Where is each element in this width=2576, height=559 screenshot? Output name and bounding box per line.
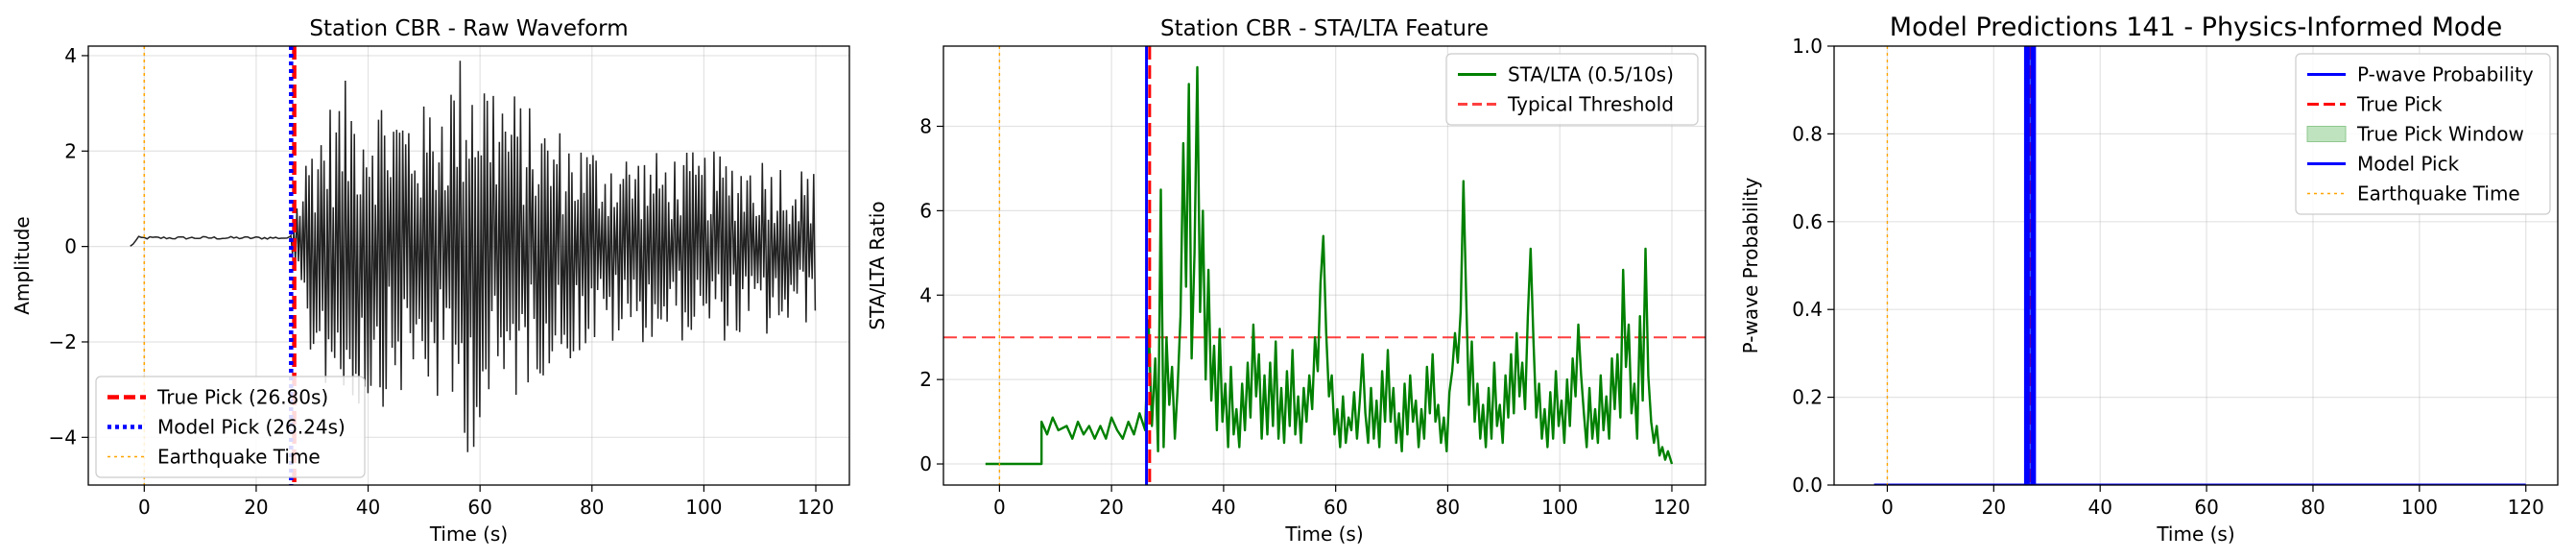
x-tick-label: 0 bbox=[138, 496, 151, 519]
legend: True Pick (26.80s) Model Pick (26.24s) Ear… bbox=[95, 376, 366, 478]
x-tick-label: 60 bbox=[467, 496, 491, 519]
y-tick-label: 0.4 bbox=[1792, 298, 1823, 321]
legend-label: True Pick Window bbox=[2356, 123, 2524, 146]
legend-label: Earthquake Time bbox=[2357, 182, 2520, 206]
y-tick-label: 1.0 bbox=[1792, 35, 1823, 58]
plot-area bbox=[1873, 46, 2526, 485]
x-tick-label: 20 bbox=[1099, 496, 1123, 519]
y-tick-label: 4 bbox=[919, 283, 932, 306]
axes-frame bbox=[1833, 45, 2559, 486]
legend-label: Model Pick bbox=[2357, 153, 2460, 176]
legend-label: P-wave Probability bbox=[2357, 63, 2534, 86]
x-tick-label: 20 bbox=[1982, 496, 2006, 519]
legend-label: Typical Threshold bbox=[1507, 93, 1674, 116]
x-tick-label: 40 bbox=[2087, 496, 2111, 519]
x-tick-label: 120 bbox=[798, 496, 834, 519]
y-tick-label: 0 bbox=[919, 452, 932, 475]
y-tick-label: 4 bbox=[64, 44, 77, 67]
x-tick-label: 80 bbox=[580, 496, 604, 519]
x-tick-label: 100 bbox=[2401, 496, 2438, 519]
chart-title: Station CBR - STA/LTA Feature bbox=[1160, 16, 1489, 41]
x-axis-label: Time (s) bbox=[429, 523, 508, 546]
legend-label: Model Pick (26.24s) bbox=[157, 416, 346, 439]
axes-frame bbox=[942, 45, 1706, 486]
y-axis-label: P-wave Probability bbox=[1739, 178, 1762, 354]
y-tick-label: 0.6 bbox=[1792, 210, 1823, 233]
legend-label: STA/LTA (0.5/10s) bbox=[1508, 63, 1674, 86]
x-tick-label: 0 bbox=[1881, 496, 1894, 519]
x-tick-label: 0 bbox=[993, 496, 1006, 519]
x-tick-label: 40 bbox=[356, 496, 380, 519]
y-axis-label: STA/LTA Ratio bbox=[866, 201, 889, 329]
legend-label: True Pick (26.80s) bbox=[156, 386, 328, 409]
y-tick-label: 0.0 bbox=[1792, 474, 1823, 497]
x-tick-label: 40 bbox=[1211, 496, 1235, 519]
legend-frame bbox=[2295, 53, 2551, 215]
x-tick-label: 100 bbox=[685, 496, 722, 519]
legend-label: Earthquake Time bbox=[157, 446, 321, 469]
x-axis-label: Time (s) bbox=[2156, 523, 2234, 546]
legend-frame bbox=[95, 376, 366, 478]
y-tick-label: −2 bbox=[49, 330, 77, 353]
x-tick-label: 60 bbox=[2194, 496, 2218, 519]
legend: STA/LTA (0.5/10s) Typical Threshold bbox=[1445, 53, 1699, 126]
y-tick-label: −4 bbox=[49, 425, 77, 449]
waveform-line bbox=[130, 61, 817, 452]
x-tick-label: 120 bbox=[2508, 496, 2544, 519]
chart-title: Model Predictions 141 - Physics-Informed… bbox=[1890, 12, 2502, 42]
chart-panel-3: 0 20 40 60 80 100 120 0.0 0.2 0.4 0.6 0.8 1.0 Model P… bbox=[1739, 12, 2559, 546]
y-tick-label: 2 bbox=[919, 368, 932, 391]
x-tick-label: 20 bbox=[244, 496, 268, 519]
legend: P-wave Probability True Pick True Pick Win… bbox=[2295, 53, 2551, 215]
x-tick-label: 100 bbox=[1541, 496, 1578, 519]
x-tick-label: 80 bbox=[1436, 496, 1460, 519]
x-tick-label: 80 bbox=[2301, 496, 2325, 519]
y-tick-label: 0 bbox=[64, 235, 77, 258]
y-axis-label: Amplitude bbox=[11, 216, 34, 315]
legend-handle-patch bbox=[2306, 126, 2347, 142]
chart-panel-1: 0 20 40 60 80 100 120 −4 −2 0 2 4 Station CBR - Raw … bbox=[11, 16, 850, 546]
sta-lta-line bbox=[985, 65, 1674, 466]
x-tick-label: 60 bbox=[1324, 496, 1348, 519]
plot-area bbox=[943, 46, 1705, 485]
chart-panel-2: 0 20 40 60 80 100 120 0 2 4 6 8 Station CBR - STA/LT… bbox=[866, 16, 1706, 546]
legend-label: True Pick bbox=[2356, 93, 2443, 116]
axes-frame bbox=[87, 45, 850, 486]
chart-title: Station CBR - Raw Waveform bbox=[309, 16, 628, 41]
y-tick-label: 6 bbox=[919, 199, 932, 222]
legend-frame bbox=[1445, 53, 1699, 126]
y-tick-label: 2 bbox=[64, 139, 77, 162]
y-tick-label: 8 bbox=[919, 114, 932, 137]
y-tick-label: 0.8 bbox=[1792, 122, 1823, 145]
x-axis-label: Time (s) bbox=[1284, 523, 1363, 546]
y-tick-label: 0.2 bbox=[1792, 386, 1823, 409]
x-tick-label: 120 bbox=[1654, 496, 1690, 519]
